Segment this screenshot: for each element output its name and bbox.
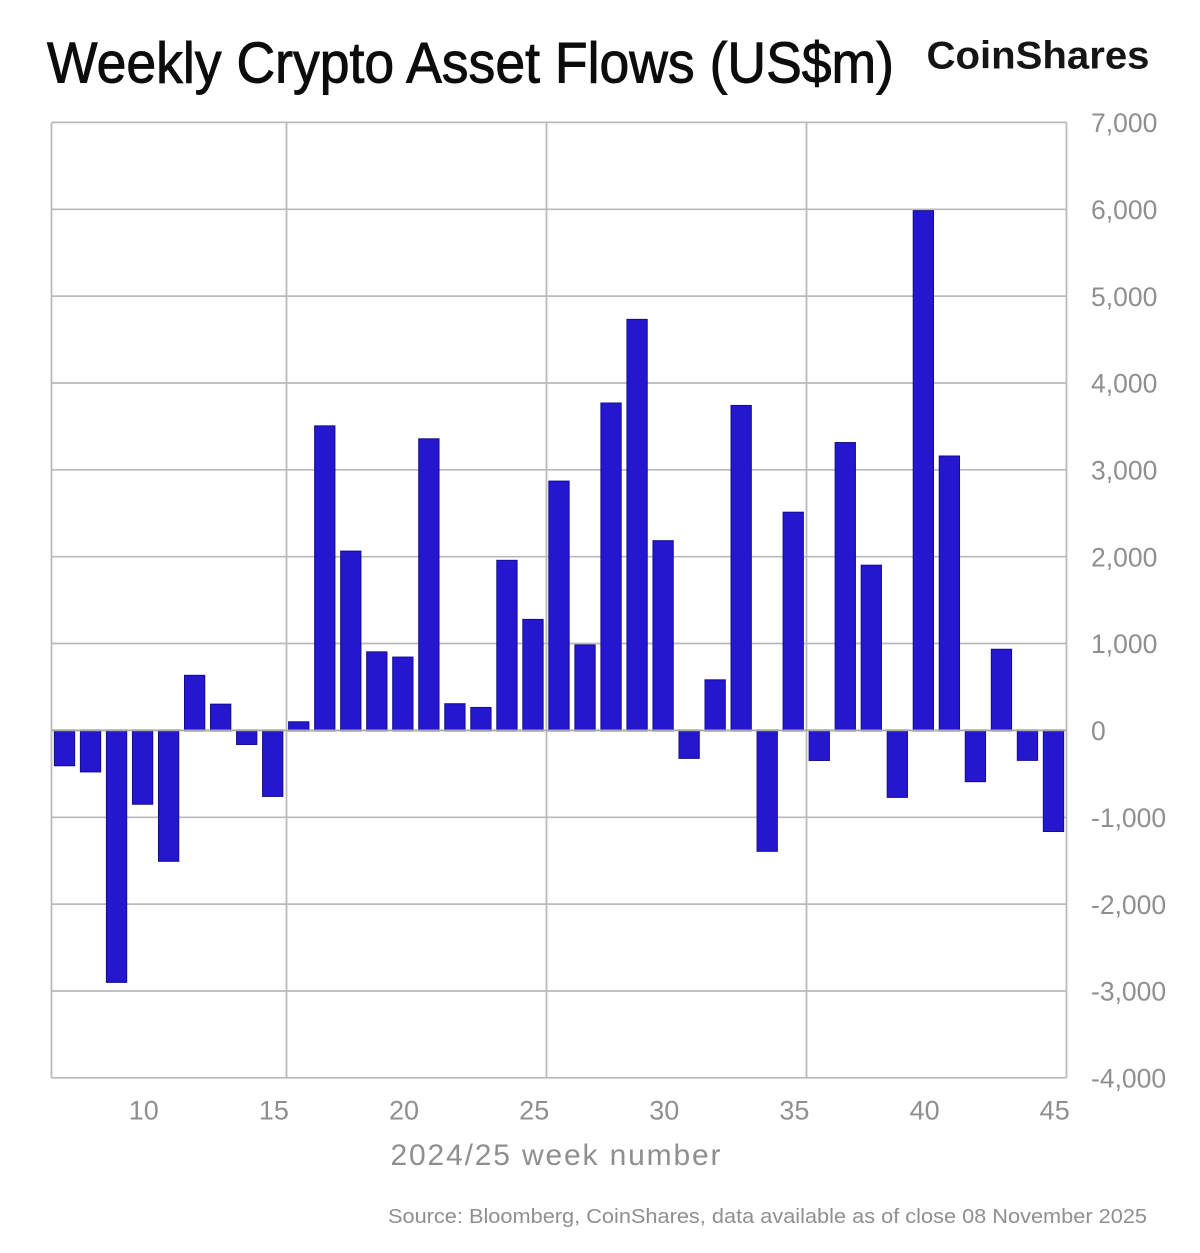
svg-text:10: 10	[129, 1096, 159, 1126]
svg-text:30: 30	[649, 1096, 679, 1126]
svg-text:3,000: 3,000	[1091, 456, 1157, 486]
svg-text:40: 40	[910, 1096, 940, 1126]
svg-text:-4,000: -4,000	[1091, 1064, 1166, 1094]
svg-text:20: 20	[389, 1096, 419, 1126]
svg-text:-2,000: -2,000	[1091, 890, 1166, 920]
svg-text:0: 0	[1091, 716, 1106, 746]
svg-text:15: 15	[259, 1096, 289, 1126]
svg-text:7,000: 7,000	[1091, 108, 1157, 138]
svg-text:6,000: 6,000	[1091, 195, 1157, 225]
svg-text:35: 35	[779, 1096, 809, 1126]
svg-text:2024/25 week number: 2024/25 week number	[391, 1139, 721, 1172]
svg-text:-1,000: -1,000	[1091, 803, 1166, 833]
svg-text:Weekly Crypto Asset Flows (US$: Weekly Crypto Asset Flows (US$m)	[47, 32, 894, 96]
svg-text:25: 25	[519, 1096, 549, 1126]
svg-text:CoinShares: CoinShares	[927, 35, 1150, 78]
svg-text:2,000: 2,000	[1091, 542, 1157, 572]
svg-text:-3,000: -3,000	[1091, 977, 1166, 1007]
svg-text:4,000: 4,000	[1091, 369, 1157, 399]
svg-text:1,000: 1,000	[1091, 629, 1157, 659]
svg-text:45: 45	[1040, 1096, 1070, 1126]
svg-text:Source: Bloomberg, CoinShares,: Source: Bloomberg, CoinShares, data avai…	[388, 1205, 1147, 1228]
svg-text:5,000: 5,000	[1091, 282, 1157, 312]
